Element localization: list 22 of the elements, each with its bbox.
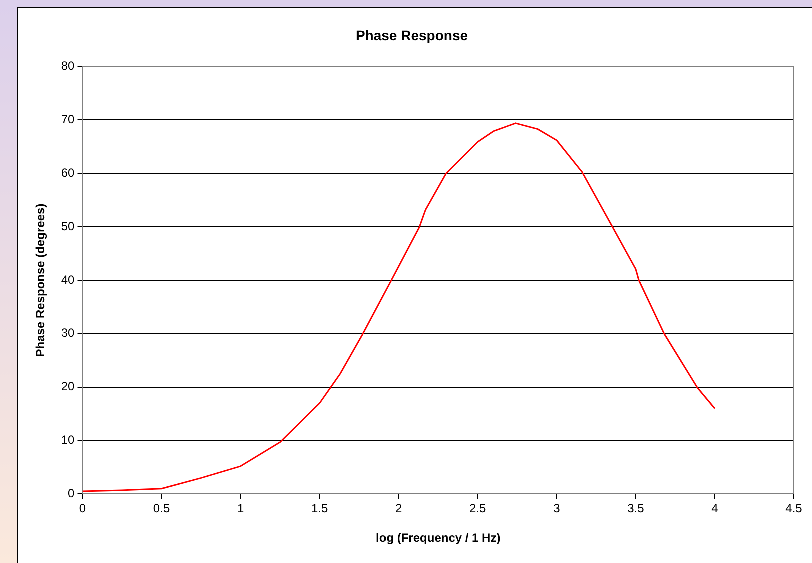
y-tick-label: 20	[61, 380, 76, 394]
y-tick-label: 40	[61, 272, 76, 287]
chart-title: Phase Response	[356, 27, 468, 44]
y-tick-label: 80	[61, 59, 76, 74]
x-tick-label: 2.5	[470, 502, 487, 516]
x-tick-label: 4.5	[786, 502, 803, 516]
y-axis-title: Phase Response (degrees)	[34, 204, 48, 358]
y-tick-label: 60	[61, 166, 76, 180]
x-tick-label: 0.5	[153, 502, 170, 516]
x-tick-label: 1.5	[311, 502, 328, 516]
y-tick-label: 10	[61, 433, 76, 448]
y-tick-label: 30	[61, 326, 76, 340]
y-tick-label: 70	[61, 112, 76, 127]
y-tick-label: 0	[68, 486, 76, 501]
x-tick-label: 3	[554, 502, 561, 516]
x-tick-label: 2	[396, 502, 403, 516]
x-tick-label: 0	[79, 502, 86, 516]
x-tick-label: 3.5	[628, 502, 645, 516]
x-axis-title: log (Frequency / 1 Hz)	[376, 531, 501, 546]
x-tick-label: 1	[237, 502, 244, 516]
x-tick-label: 4	[712, 502, 719, 516]
y-tick-label: 50	[61, 219, 76, 234]
